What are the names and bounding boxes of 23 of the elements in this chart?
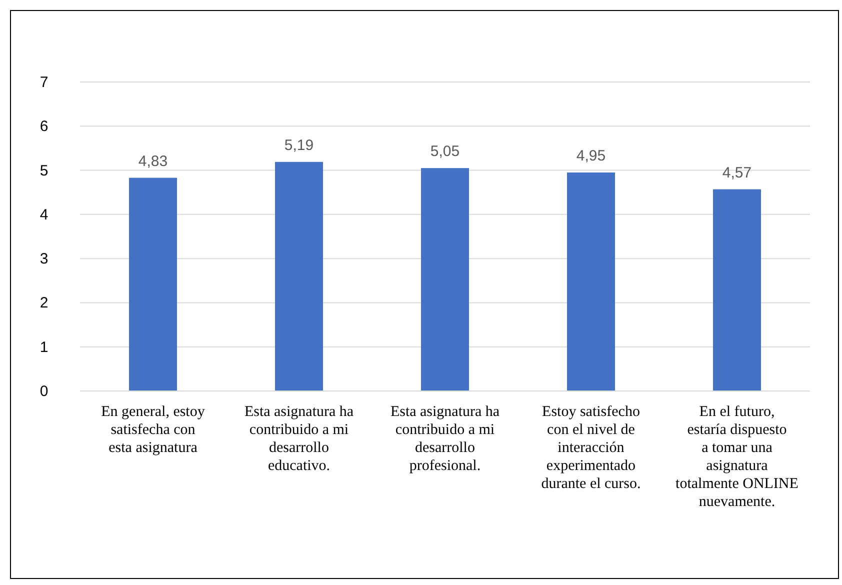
y-tick-label: 1 [40, 338, 48, 356]
x-tick-label: En el futuro, estaría dispuesto a tomar una asignatura totalmente ONLINE nuevamente. [676, 404, 798, 510]
y-tick-label: 7 [40, 74, 48, 91]
bar [129, 178, 177, 391]
bar [421, 168, 469, 391]
data-label: 5,19 [284, 136, 314, 154]
y-tick-label: 2 [40, 294, 48, 312]
y-tick-label: 4 [40, 206, 48, 224]
x-tick-label: Estoy satisfecho con el nivel de interacción experimentado durante el curso. [541, 404, 641, 492]
bar [713, 189, 761, 391]
data-label: 4,95 [576, 147, 606, 164]
y-tick-label: 6 [40, 118, 48, 136]
bar [275, 162, 323, 391]
y-tick-label: 3 [40, 250, 48, 268]
data-label: 4,57 [722, 164, 752, 182]
x-tick-label: Esta asignatura ha contribuido a mi desarrollo educativo. [244, 404, 354, 474]
bar [567, 172, 615, 391]
y-tick-label: 0 [40, 383, 48, 400]
x-tick-label: Esta asignatura ha contribuido a mi desarrollo profesional. [390, 404, 500, 474]
x-tick-label: En general, estoy satisfecha con esta asignatura [101, 404, 206, 456]
y-tick-label: 5 [40, 162, 48, 180]
data-label: 4,83 [138, 152, 168, 170]
data-label: 5,05 [430, 143, 460, 160]
